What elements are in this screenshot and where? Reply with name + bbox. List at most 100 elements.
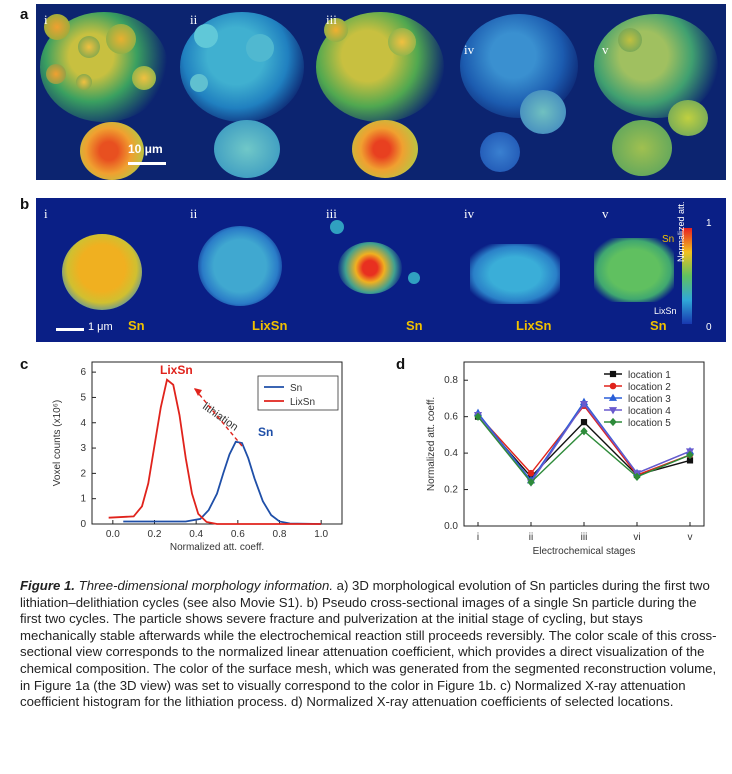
panel-b-phase-iv: LixSn	[516, 318, 552, 333]
peak-label-sn: Sn	[258, 425, 273, 439]
panel-d-point-location-5	[527, 478, 535, 487]
panel-a-label-iii: iii	[326, 12, 337, 27]
panel-d-ytick-label: 0.0	[444, 521, 458, 532]
panel-d-legend-label: location 3	[628, 394, 671, 405]
panel-c-xtick-label: 0.4	[189, 529, 203, 540]
panel-d-ytick-label: 0.8	[444, 375, 458, 386]
panel-b-letter: b	[20, 196, 30, 213]
colorbar	[682, 228, 692, 324]
panel-c-ytick-label: 0	[80, 519, 86, 530]
panel-b-phase-ii: LixSn	[252, 318, 288, 333]
panel-c-legend-label: Sn	[290, 383, 302, 394]
panel-c-letter: c	[20, 356, 29, 373]
lithiation-arrow	[193, 387, 243, 447]
panel-d-letter: d	[396, 356, 406, 373]
panel-c-ytick-label: 4	[80, 418, 86, 429]
panel-d-point-location-2	[527, 469, 535, 477]
panel-c-xtick-label: 1.0	[314, 529, 328, 540]
panel-d-point-location-5	[633, 472, 641, 481]
panel-c-ytick-label: 6	[80, 367, 86, 378]
panel-d-ytick-label: 0.6	[444, 412, 458, 423]
panel-d-legend-marker	[608, 407, 618, 415]
panel-a-scalebar	[128, 162, 166, 165]
colorbar-top-value: 1	[706, 218, 712, 229]
panel-d-legend-label: location 5	[628, 418, 671, 429]
panel-a-cell-v	[588, 4, 726, 180]
panel-d-chart: i ii iii vi v0.00.20.40.60.8Electrochemical …	[426, 361, 705, 557]
figure-caption: Figure 1. Three-dimensional morphology i…	[20, 578, 720, 711]
panel-d-point-location-5	[580, 427, 588, 436]
panel-b-cell-iii	[312, 198, 450, 342]
panel-d-point-location-4	[579, 401, 589, 409]
panel-d-legend-marker	[609, 370, 617, 378]
panel-c-series-lixsn	[108, 378, 322, 525]
panel-b-cell-v	[588, 198, 726, 342]
panel-d-xtick-label: ii	[529, 532, 533, 543]
panel-d-point-location-5	[686, 450, 694, 460]
panel-c-ytick-label: 1	[80, 494, 86, 505]
panel-b-phase-v: Sn	[650, 318, 667, 333]
panel-c-ytick-label: 5	[80, 392, 86, 403]
panel-a-label-i: i	[44, 12, 48, 27]
panel-a-cell-i	[36, 4, 174, 180]
panel-a-cell-iii	[312, 4, 450, 180]
panel-d-xtick-label: v	[688, 532, 693, 543]
panel-b-cell-ii	[174, 198, 312, 342]
panel-c-legend-label: LixSn	[290, 397, 315, 408]
panel-b-label-ii: ii	[190, 206, 198, 221]
caption-title: Three-dimensional morphology information…	[78, 578, 333, 593]
panel-a-label-ii: ii	[190, 12, 198, 27]
panel-d-ytick-label: 0.2	[444, 485, 458, 496]
panel-b-scalebar	[56, 328, 84, 331]
panel-d-legend-marker	[608, 393, 618, 401]
panel-a-cell-iv	[450, 4, 588, 180]
panel-c-xtick-label: 0.8	[273, 529, 287, 540]
panel-c-ylabel: Voxel counts (x10⁶)	[52, 400, 63, 486]
panel-c-xtick-label: 0.0	[106, 529, 120, 540]
panel-c-chart: 0.0 0.2 0.4 0.6 0.8 1.0 0 1 2 3 4 5 6 Normalized att.…	[52, 361, 343, 553]
peak-label-lixsn: LixSn	[160, 363, 193, 377]
panel-c-ytick-label: 2	[80, 468, 86, 479]
colorbar-title: Normalized att.	[676, 201, 686, 262]
panel-c-series-sn	[123, 440, 322, 525]
panel-b-scalebar-label: 1 μm	[88, 321, 113, 333]
panel-b-phase-iii: Sn	[406, 318, 423, 333]
panel-c-xtick-label: 0.6	[231, 529, 245, 540]
caption-figure-label: Figure 1.	[20, 578, 75, 593]
panel-b-label-iii: iii	[326, 206, 337, 221]
panel-d-legend-label: location 2	[628, 382, 671, 393]
panel-b-label-i: i	[44, 206, 48, 221]
panel-b-image-strip: i ii iii iv v Sn LixSn Sn LixSn Sn 1 μm …	[36, 198, 726, 342]
panel-c-xlabel: Normalized att. coeff.	[170, 542, 264, 553]
panel-c-legend	[257, 375, 339, 411]
panel-d-xtick-label: vi	[633, 532, 640, 543]
panel-b-cell-i	[36, 198, 174, 342]
panel-a-letter: a	[20, 6, 29, 23]
lithiation-arrow-head	[194, 388, 202, 396]
panel-b-label-v: v	[602, 206, 609, 221]
panel-d-legend-marker	[609, 382, 617, 390]
colorbar-top-label: Sn	[662, 234, 675, 245]
colorbar-bottom-label: LixSn	[654, 306, 677, 316]
panel-d-ylabel: Normalized att. coeff.	[426, 397, 437, 491]
panel-d-legend-label: location 1	[628, 370, 671, 381]
panel-d-point-location-1	[580, 419, 588, 426]
panel-a-image-strip: i ii iii iv v 10 μm	[36, 4, 726, 180]
panel-b-cell-iv	[450, 198, 588, 342]
panel-d-ytick-label: 0.4	[444, 448, 458, 459]
panel-d-point-location-5	[474, 412, 482, 421]
panel-d-xlabel: Electrochemical stages	[533, 546, 636, 557]
panel-d-xtick-label: i	[477, 532, 479, 543]
panel-b-label-iv: iv	[464, 206, 475, 221]
panel-a-cell-ii	[174, 4, 312, 180]
caption-text: a) 3D morphological evolution of Sn part…	[20, 578, 717, 710]
panel-d-legend-label: location 4	[628, 406, 671, 417]
panel-d-legend-marker	[609, 417, 617, 427]
panel-c-xtick-label: 0.2	[148, 529, 162, 540]
panel-a-label-iv: iv	[464, 42, 475, 57]
panel-d-xtick-label: iii	[581, 532, 588, 543]
panel-c-ytick-label: 3	[80, 443, 86, 454]
panel-a-label-v: v	[602, 42, 609, 57]
colorbar-bottom-value: 0	[706, 322, 712, 333]
panel-b-phase-i: Sn	[128, 318, 145, 333]
